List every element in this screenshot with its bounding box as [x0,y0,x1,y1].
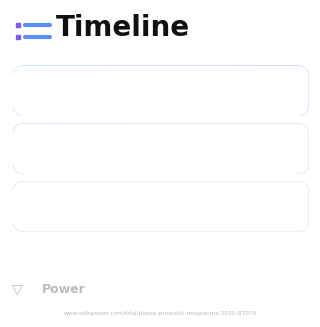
Text: 3 weeks: 3 weeks [226,83,291,98]
Text: www.withpower.com/trial/phase-prostatic-neoplasms-2020-87070: www.withpower.com/trial/phase-prostatic-… [63,311,257,317]
Text: Varies: Varies [242,141,291,156]
Text: Screening ~: Screening ~ [34,83,132,98]
Text: ▽: ▽ [12,283,23,296]
Text: Timeline: Timeline [56,14,190,43]
FancyBboxPatch shape [13,123,309,174]
Text: 2 years: 2 years [232,199,291,214]
FancyBboxPatch shape [13,65,309,116]
Text: Treatment ~: Treatment ~ [34,141,134,156]
Text: Power: Power [42,283,85,296]
Text: Follow ups ~: Follow ups ~ [34,199,136,214]
FancyBboxPatch shape [13,181,309,232]
